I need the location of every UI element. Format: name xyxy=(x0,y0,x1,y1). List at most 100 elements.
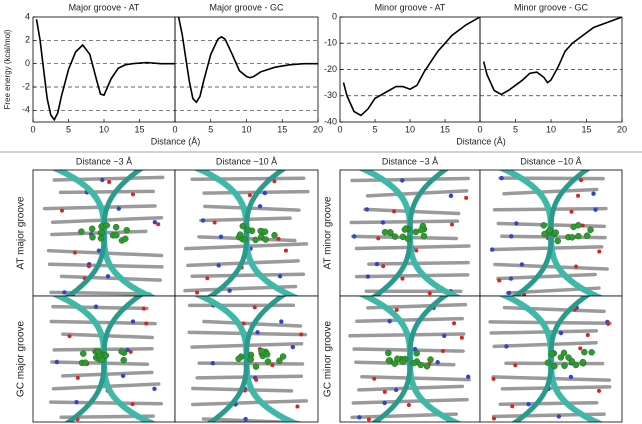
base-pair xyxy=(59,274,162,282)
atom-n xyxy=(257,204,263,209)
ligand-atom xyxy=(98,223,105,230)
base-pair xyxy=(492,340,598,349)
ligand-atom xyxy=(548,350,555,358)
atom-n xyxy=(364,207,370,212)
backbone-ribbon xyxy=(206,170,287,296)
atom-n xyxy=(374,261,380,267)
atom-o xyxy=(491,376,496,381)
atom-o xyxy=(414,248,419,253)
ligand-atom xyxy=(279,353,287,360)
y-axis-label: Free energy (kcal/mol) xyxy=(3,29,12,109)
atom-n xyxy=(382,400,387,406)
atom-n xyxy=(380,220,386,225)
structure-image xyxy=(33,296,175,422)
ligand-atom xyxy=(236,231,244,238)
atom-o xyxy=(195,290,200,295)
x-tick-label: 0 xyxy=(172,124,177,134)
atom-o xyxy=(574,264,579,269)
image-frame xyxy=(174,295,319,423)
ligand-atom xyxy=(410,359,418,367)
ligand-atom xyxy=(98,356,106,364)
ligand-atom xyxy=(80,350,87,357)
x-tick-label: 5 xyxy=(513,124,518,134)
ligand-atom xyxy=(557,354,565,361)
ligand-atom xyxy=(391,360,398,367)
ligand-atom xyxy=(264,358,272,365)
ligand-atom xyxy=(88,225,96,233)
atom-o xyxy=(86,264,91,269)
base-pair xyxy=(351,397,469,405)
x-axis-label: Distance (Å) xyxy=(151,136,201,146)
backbone-ribbon xyxy=(206,296,287,422)
ligand-atom xyxy=(113,231,120,239)
base-pair xyxy=(201,417,301,422)
atom-o xyxy=(578,346,583,351)
atom-n xyxy=(591,191,596,196)
free-energy-curve xyxy=(482,17,622,96)
y-tick-label: -10 xyxy=(324,38,337,48)
atom-n xyxy=(100,177,105,183)
ligand-atom xyxy=(271,231,278,239)
x-tick-label: 0 xyxy=(30,124,35,134)
base-pair xyxy=(51,304,149,311)
atom-n xyxy=(506,290,512,296)
ligand-atom xyxy=(583,232,591,239)
x-tick-label: 5 xyxy=(208,124,213,134)
ligand-atom xyxy=(412,228,420,236)
atom-o xyxy=(272,179,277,184)
atom-o xyxy=(212,220,217,225)
ligand-atom xyxy=(552,229,559,236)
free-energy-curve xyxy=(35,19,175,122)
row-label: GC major groove xyxy=(16,320,27,397)
x-tick-label: 0 xyxy=(337,124,342,134)
atom-n xyxy=(255,330,260,335)
base-pair xyxy=(365,189,469,198)
ligand-atom xyxy=(247,356,255,363)
ligand-atom xyxy=(417,361,424,369)
atom-n xyxy=(227,288,232,293)
atom-n xyxy=(519,262,525,267)
y-tick-label: -4 xyxy=(22,105,30,115)
ligand-atom xyxy=(103,222,110,229)
atom-o xyxy=(130,192,135,197)
ligand-atom xyxy=(587,226,594,234)
x-tick-label: 10 xyxy=(241,124,251,134)
atom-o xyxy=(400,276,405,281)
base-pair xyxy=(47,262,164,269)
panel-title: Major groove - GC xyxy=(209,2,284,12)
panel-title: Major groove - AT xyxy=(69,2,140,12)
structure-image xyxy=(175,170,318,296)
atom-n xyxy=(218,234,224,240)
atom-o xyxy=(75,375,80,380)
atom-o xyxy=(270,363,275,368)
base-pair xyxy=(367,260,470,266)
atom-o xyxy=(427,291,432,296)
base-pair xyxy=(502,187,599,196)
atom-o xyxy=(128,349,133,354)
column-header: Distance ~3 Å xyxy=(382,156,438,166)
ligand-atom xyxy=(544,359,552,366)
base-pair xyxy=(49,319,157,326)
base-pair xyxy=(49,400,164,406)
base-pair xyxy=(493,262,609,271)
x-tick-label: 15 xyxy=(277,124,287,134)
ligand-atom xyxy=(241,236,248,243)
atom-n xyxy=(387,318,392,324)
ligand-atom xyxy=(588,349,595,356)
atom-o xyxy=(107,179,112,184)
x-tick-label: 10 xyxy=(546,124,556,134)
atom-o xyxy=(606,321,611,326)
x-axis-label: Distance (Å) xyxy=(456,136,506,146)
x-tick-label: 5 xyxy=(66,124,71,134)
base-pair xyxy=(496,272,597,281)
atom-o xyxy=(449,222,454,227)
ligand-atom xyxy=(575,232,582,240)
ligand-atom xyxy=(420,232,428,240)
base-pair xyxy=(197,361,305,366)
x-tick-label: 0 xyxy=(477,124,482,134)
ligand-atom xyxy=(261,228,269,235)
structure-image xyxy=(480,296,622,422)
ligand-atom xyxy=(391,233,399,240)
base-pair xyxy=(488,320,612,326)
